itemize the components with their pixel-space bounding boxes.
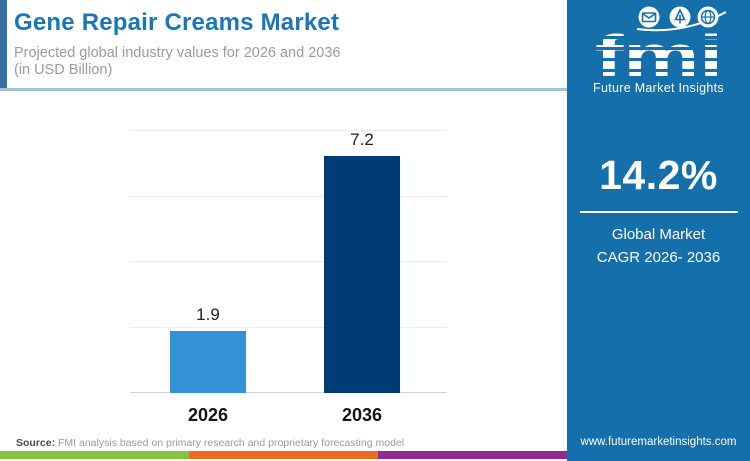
source-note: Source: FMI analysis based on primary re… [16,437,404,449]
header-divider [0,88,567,91]
cagr-label: Global Market CAGR 2026- 2036 [567,223,750,270]
fmi-logo-icons [636,6,726,32]
cagr-label-line-1: Global Market [611,226,706,243]
mail-icon [638,6,659,28]
fmi-logo: fmi Future Market Insights [567,6,750,95]
globe-icon [697,6,718,28]
bar-2026: 1.9 2026 [170,305,246,425]
source-text: FMI analysis based on primary research a… [55,437,405,449]
cagr-label-line-2: CAGR 2026- 2036 [596,249,721,267]
chart-subtitle: Projected global industry values for 202… [14,45,554,79]
x-axis-line [130,392,447,393]
stripe-purple [378,451,567,459]
website-link[interactable]: www.futuremarketinsights.com [580,436,737,448]
gridline-2 [130,327,447,328]
page-title: Gene Repair Creams Market [14,9,340,36]
cagr-block: 14.2% Global Market CAGR 2026- 2036 [567,152,750,270]
gridline-8 [130,130,447,131]
header-accent-strip [0,0,7,89]
stripe-green [0,451,189,459]
svg-text:fmi: fmi [595,28,723,80]
gridline-4 [130,261,447,262]
subtitle-line-1: Projected global industry values for 202… [14,45,341,61]
bar-2026-fill [170,330,246,393]
bar-2036-fill [324,156,400,393]
bar-chart: 1.9 2026 7.2 2036 [130,130,447,425]
footer-color-stripe [0,451,567,459]
fmi-wordmark: fmi [595,24,723,89]
bar-2036-value-label: 7.2 [350,130,374,150]
bar-2026-category-label: 2026 [187,405,229,425]
gridline-6 [130,196,447,197]
source-label: Source: [16,437,56,449]
subtitle-line-2: (in USD Billion) [14,62,113,79]
fmi-logo-tagline: Future Market Insights [593,81,724,95]
pen-icon [669,6,690,28]
sidebar: fmi Future Market Insights 14.2% Global … [567,0,750,461]
stripe-orange [189,451,378,459]
header: Gene Repair Creams Market Projected glob… [14,9,554,79]
cagr-value: 14.2% [599,152,718,198]
bar-2036-category-label: 2036 [341,405,383,425]
cagr-divider [579,211,738,213]
bar-2036: 7.2 2036 [324,130,400,425]
bar-2026-value-label: 1.9 [196,304,220,324]
